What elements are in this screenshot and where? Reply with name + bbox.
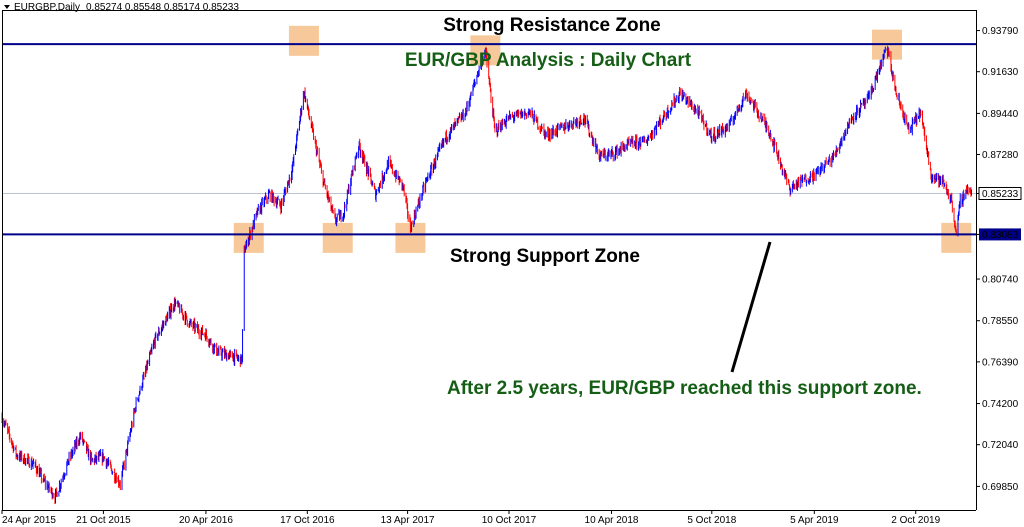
symbol-label: EURGBP,Daily (14, 2, 80, 13)
support-highlight-box (322, 222, 353, 253)
y-tick-label: 0.74200 (982, 399, 1019, 410)
y-tick-label: 0.87280 (982, 150, 1019, 161)
collapse-arrow-icon[interactable] (4, 5, 10, 9)
x-axis: 24 Apr 2015 21 Oct 2015 20 Apr 2016 17 Oct … (1, 510, 941, 526)
x-tick-label: 2 Oct 2019 (891, 515, 940, 526)
y-axis: 0.93790 0.91630 0.89440 0.87280 0.85233 0.830… (976, 26, 1022, 493)
y-tick-label: 0.76390 (982, 357, 1019, 368)
y-tick-label: 0.85233 (982, 189, 1019, 200)
note-pointer-line (730, 241, 772, 373)
candles-layer (1, 45, 972, 505)
y-tick-label: 0.78550 (982, 316, 1019, 327)
support-zone-label: Strong Support Zone (450, 246, 640, 267)
support-highlight-box (941, 222, 972, 253)
x-tick-label: 20 Apr 2016 (179, 515, 233, 526)
x-tick-label: 10 Oct 2017 (482, 515, 537, 526)
ohlc-readout: 0.85274 0.85548 0.85174 0.85233 (86, 2, 239, 13)
y-tick-label: 0.69850 (982, 482, 1019, 493)
level-price-tag (979, 228, 1021, 241)
y-tick-label: 0.93790 (982, 26, 1019, 37)
support-note: After 2.5 years, EUR/GBP reached this su… (447, 378, 922, 399)
resistance-zone-label: Strong Resistance Zone (443, 15, 661, 36)
x-tick-label: 17 Oct 2016 (280, 515, 335, 526)
x-tick-label: 5 Apr 2019 (790, 515, 839, 526)
x-tick-label: 21 Oct 2015 (76, 515, 131, 526)
chart-title: EUR/GBP Analysis : Daily Chart (405, 50, 692, 71)
x-tick-label: 5 Oct 2018 (687, 515, 736, 526)
y-tick-label: 0.91630 (982, 67, 1019, 78)
x-tick-label: 24 Apr 2015 (2, 515, 56, 526)
x-tick-label: 10 Apr 2018 (585, 515, 639, 526)
resistance-highlight-box (288, 25, 319, 56)
y-tick-label: 0.89440 (982, 109, 1019, 120)
y-tick-label: 0.83083 (982, 230, 1019, 241)
current-price-tag (978, 186, 1022, 200)
y-tick-label: 0.72040 (982, 440, 1019, 451)
y-tick-label: 0.80740 (982, 275, 1019, 286)
x-tick-label: 13 Apr 2017 (381, 515, 435, 526)
